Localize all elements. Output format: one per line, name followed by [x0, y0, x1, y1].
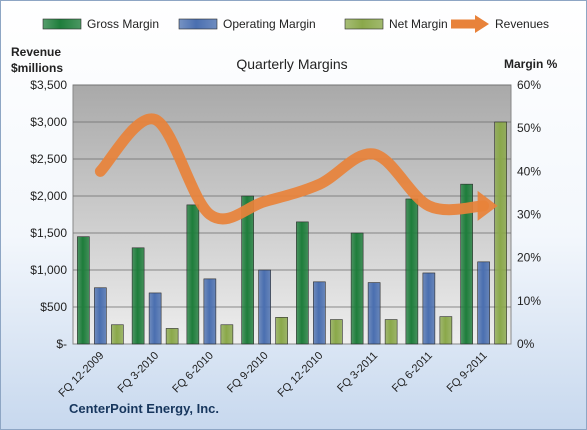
bar-net-margin — [275, 317, 288, 345]
legend-label: Net Margin — [389, 17, 448, 31]
category-label: FQ 3-2010 — [116, 350, 162, 396]
right-tick-label: 40% — [517, 164, 541, 178]
bar-operating-margin — [148, 292, 162, 345]
right-axis-title: Margin % — [504, 57, 558, 71]
left-tick-label: $3,000 — [30, 115, 67, 129]
bar-gross-margin — [296, 221, 309, 345]
category-label: FQ 9-2011 — [445, 350, 490, 395]
bar-gross-margin — [186, 204, 200, 345]
bar-net-margin — [330, 319, 343, 345]
legend-label: Operating Margin — [223, 17, 316, 31]
bar-operating-margin — [313, 281, 326, 345]
bar-net-margin — [494, 121, 507, 345]
bar-gross-margin — [77, 236, 90, 345]
legend-swatch-arrow — [475, 15, 489, 33]
bar-operating-margin — [367, 282, 381, 345]
right-tick-label: 50% — [517, 121, 541, 135]
left-tick-label: $500 — [40, 300, 67, 314]
left-axis-title: Revenue — [11, 45, 61, 59]
category-label: FQ 6-2010 — [170, 350, 216, 396]
bar-gross-margin — [350, 232, 364, 345]
right-tick-label: 60% — [517, 78, 541, 92]
right-tick-label: 10% — [517, 294, 541, 308]
left-tick-label: $- — [56, 337, 67, 351]
category-label: FQ 12-2009 — [57, 350, 107, 400]
left-tick-label: $2,000 — [30, 189, 67, 203]
chart-title: Quarterly Margins — [236, 56, 347, 72]
legend-label: Revenues — [495, 17, 549, 31]
plot-area — [72, 84, 512, 345]
left-tick-label: $1,000 — [30, 263, 67, 277]
category-label: FQ 6-2011 — [390, 350, 435, 395]
revenues-arrowhead — [477, 190, 498, 221]
bar-net-margin — [439, 316, 453, 345]
bar-net-margin — [220, 324, 234, 345]
bar-gross-margin — [131, 247, 145, 345]
right-tick-label: 0% — [517, 337, 535, 351]
left-tick-label: $1,500 — [30, 226, 67, 240]
bar-net-margin — [111, 324, 124, 345]
legend-swatch — [178, 18, 218, 30]
legend-label: Gross Margin — [87, 17, 159, 31]
left-axis-title-unit: $millions — [11, 61, 63, 75]
bar-operating-margin — [477, 261, 490, 345]
bar-operating-margin — [94, 287, 107, 345]
category-label: FQ 9-2010 — [225, 350, 271, 396]
category-label: FQ 3-2011 — [335, 350, 380, 395]
legend-swatch — [42, 18, 82, 30]
bar-net-margin — [384, 319, 398, 345]
left-tick-label: $2,500 — [30, 152, 67, 166]
bar-operating-margin — [422, 272, 436, 345]
bar-operating-margin — [203, 278, 217, 345]
bar-net-margin — [165, 328, 179, 345]
right-tick-label: 20% — [517, 251, 541, 265]
category-label: FQ 12-2010 — [276, 350, 326, 400]
bar-gross-margin — [460, 183, 473, 345]
revenues-line — [94, 113, 490, 225]
company-name: CenterPoint Energy, Inc. — [69, 401, 220, 416]
right-tick-label: 30% — [517, 208, 541, 222]
legend-swatch — [344, 18, 384, 30]
bar-gross-margin — [405, 198, 419, 345]
bar-operating-margin — [258, 269, 271, 345]
bar-gross-margin — [241, 195, 254, 345]
left-tick-label: $3,500 — [30, 78, 67, 92]
